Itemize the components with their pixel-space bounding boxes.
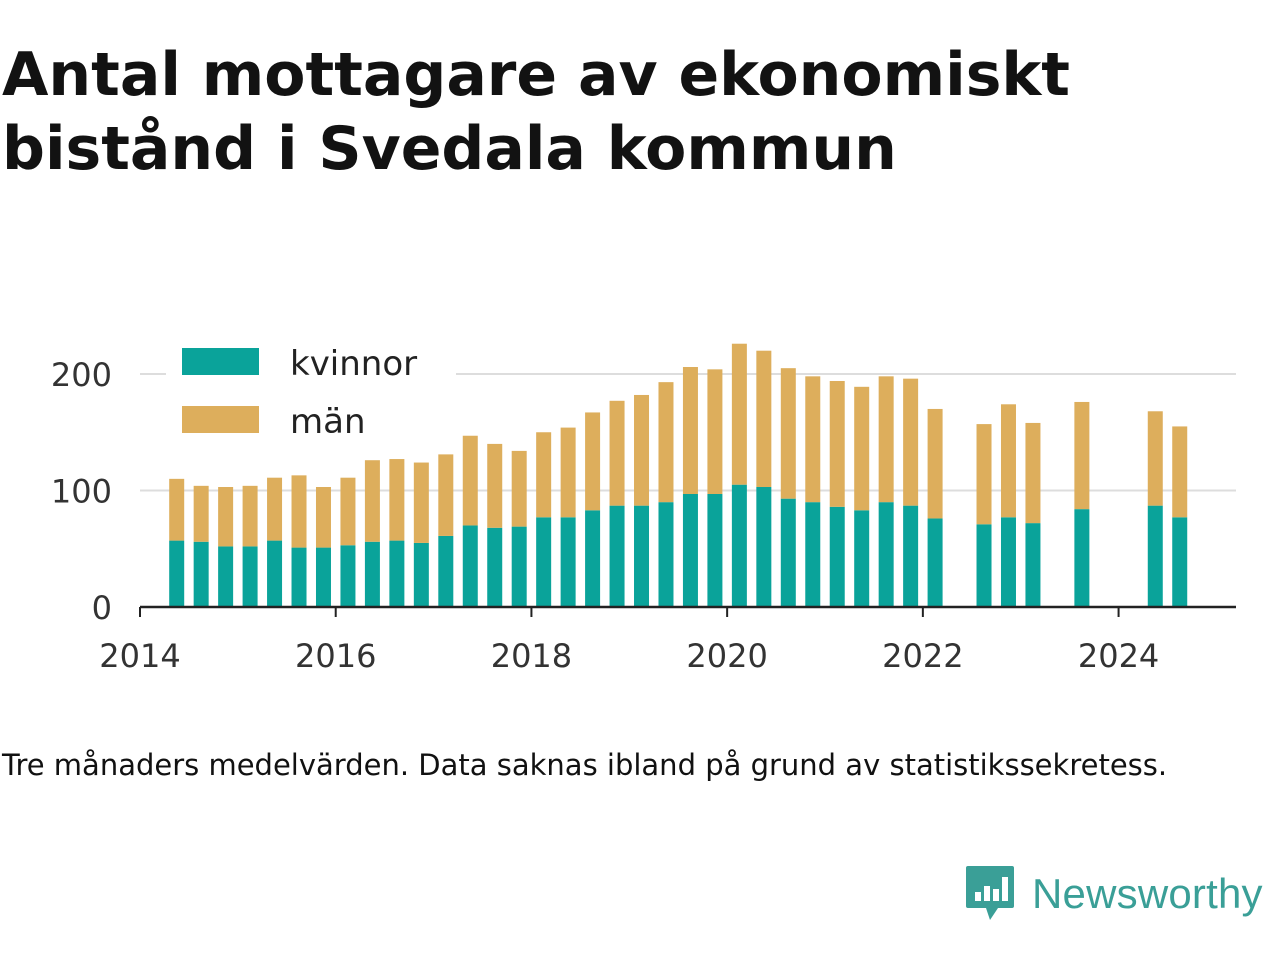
bar-man	[218, 487, 234, 547]
bar-man	[487, 443, 503, 528]
bar-kvinnor	[315, 547, 331, 607]
bar-kvinnor	[756, 487, 772, 607]
bar-kvinnor	[829, 506, 845, 607]
bar-kvinnor	[462, 525, 478, 607]
bar-man	[169, 478, 185, 541]
bar-kvinnor	[560, 517, 576, 607]
bar-kvinnor	[682, 493, 698, 607]
bar-man	[878, 376, 894, 503]
bar-man	[707, 369, 723, 494]
bar-kvinnor	[1074, 509, 1090, 607]
bar-kvinnor	[438, 535, 454, 607]
x-tick-label: 2016	[295, 637, 376, 675]
bar-kvinnor	[536, 517, 552, 607]
bar-man	[462, 435, 478, 526]
bar-man	[756, 350, 772, 488]
bar-kvinnor	[634, 505, 650, 607]
bar-man	[927, 408, 943, 519]
bar-kvinnor	[731, 484, 747, 607]
x-axis-ticks: 2014 2016 2018 2020 2022 2024	[99, 607, 1159, 675]
bar-man	[634, 394, 650, 506]
bar-man	[242, 485, 258, 547]
brand-name: Newsworthy	[1032, 870, 1263, 917]
bar-kvinnor	[805, 502, 821, 607]
bar-man	[560, 427, 576, 518]
y-tick-label: 200	[51, 356, 112, 394]
bar-kvinnor	[854, 510, 870, 607]
bar-kvinnor	[267, 540, 283, 607]
bar-kvinnor	[707, 493, 723, 607]
footnote: Tre månaders medelvärden. Data saknas ib…	[2, 748, 1168, 782]
bar-man	[854, 386, 870, 511]
legend-swatch	[182, 348, 259, 375]
chart-title: Antal mottagare av ekonomiskt bistånd i …	[2, 40, 1070, 184]
bar-kvinnor	[487, 527, 503, 607]
bar-man	[682, 367, 698, 494]
bar-man	[585, 412, 601, 511]
bar-kvinnor	[340, 545, 356, 607]
bar-kvinnor	[976, 524, 992, 607]
bar-man	[389, 459, 405, 541]
bar-kvinnor	[218, 546, 234, 607]
bar-man	[731, 343, 747, 485]
bar-kvinnor	[1147, 505, 1163, 607]
bar-man	[340, 477, 356, 546]
bar-man	[413, 462, 429, 543]
bar-man	[364, 460, 380, 542]
bar-kvinnor	[291, 547, 307, 607]
bar-kvinnor	[658, 502, 674, 607]
bar-kvinnor	[193, 541, 209, 607]
bar-kvinnor	[1025, 523, 1041, 607]
bar-kvinnor	[609, 505, 625, 607]
bar-man	[267, 477, 283, 541]
bar-man	[511, 450, 527, 527]
x-tick-label: 2020	[686, 637, 767, 675]
legend-label: män	[290, 402, 366, 442]
bar-man	[1000, 404, 1016, 518]
bar-kvinnor	[1000, 517, 1016, 607]
bar-man	[1074, 401, 1090, 510]
bar-man	[829, 380, 845, 507]
bar-man	[976, 424, 992, 525]
bar-man	[780, 368, 796, 499]
y-axis-ticks: 0 100 200	[51, 356, 112, 627]
bar-man	[805, 376, 821, 503]
bar-man	[291, 475, 307, 548]
bar-man	[609, 400, 625, 506]
legend-label: kvinnor	[290, 344, 417, 384]
bar-man	[193, 485, 209, 542]
bar-man	[536, 432, 552, 518]
bar-kvinnor	[364, 541, 380, 607]
bar-kvinnor	[780, 498, 796, 607]
bar-man	[438, 454, 454, 536]
bar-man	[1025, 422, 1041, 524]
brand-logo: Newsworthy	[964, 862, 1263, 926]
bar-man	[315, 487, 331, 548]
bar-kvinnor	[927, 518, 943, 607]
bars-group	[169, 343, 1188, 607]
bar-kvinnor	[389, 540, 405, 607]
bar-man	[903, 378, 919, 506]
x-tick-label: 2014	[99, 637, 180, 675]
bar-man	[1172, 426, 1188, 518]
x-tick-label: 2024	[1078, 637, 1159, 675]
legend: kvinnor män	[166, 332, 456, 450]
bar-kvinnor	[878, 502, 894, 607]
x-tick-label: 2018	[491, 637, 572, 675]
y-tick-label: 100	[51, 473, 112, 511]
bar-kvinnor	[413, 542, 429, 607]
bar-kvinnor	[169, 540, 185, 607]
bar-kvinnor	[242, 546, 258, 607]
x-tick-label: 2022	[882, 637, 963, 675]
bar-man	[1147, 411, 1163, 506]
newsworthy-logo-icon	[966, 866, 1014, 920]
bar-kvinnor	[903, 505, 919, 607]
legend-swatch	[182, 406, 259, 433]
bar-kvinnor	[1172, 517, 1188, 607]
bar-kvinnor	[585, 510, 601, 607]
y-tick-label: 0	[92, 589, 112, 627]
bar-man	[658, 382, 674, 503]
bar-kvinnor	[511, 526, 527, 607]
